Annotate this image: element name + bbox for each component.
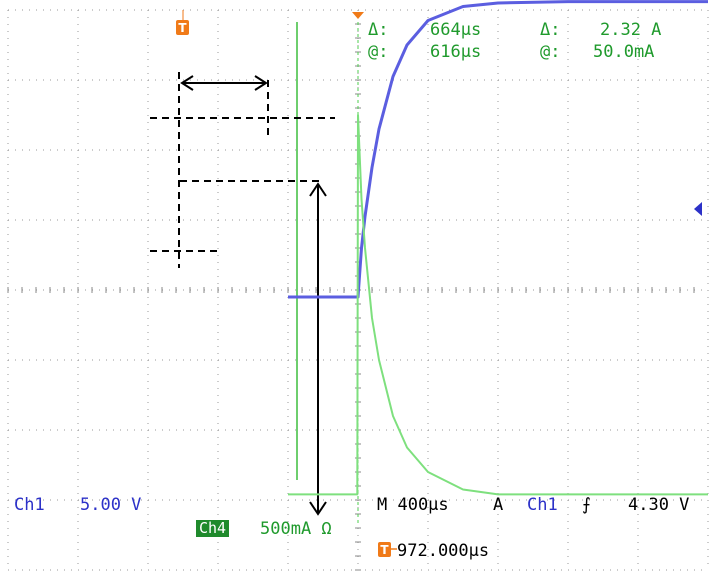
trigger-position-icon-label: T (380, 543, 389, 557)
annot-time-arrowhead-right (254, 75, 268, 91)
annot-amp-arrowhead-bottom (309, 501, 327, 516)
measurement-annotations (150, 72, 335, 516)
trigger-marker-label: T (178, 21, 187, 35)
ch4-label: Ch4 (196, 520, 230, 537)
ch4-scale: 500mA Ω (260, 519, 332, 539)
cursor-lines (296, 22, 359, 525)
trigger-marker-icon (176, 20, 189, 35)
cursor-top-caret-icon (352, 12, 364, 19)
markers: TT (176, 10, 702, 557)
trace-ch1 (288, 0, 708, 299)
timebase: M 400μs (377, 495, 449, 515)
trigger-level: 4.30 V (628, 495, 690, 515)
trigger-position-icon (378, 542, 391, 557)
annot-time-arrowhead-left (180, 75, 194, 91)
trigger-slope-icon: ⨍ (582, 495, 591, 515)
cursor-time-value: 616μs (430, 42, 482, 62)
trigger-source: Ch1 (527, 495, 558, 515)
cursor-current-value: 50.0mA (593, 42, 655, 62)
ch1-label: Ch1 (14, 495, 45, 515)
traces (288, 0, 708, 496)
trigger-position: 972.000μs (397, 541, 490, 561)
cursor-current-label: @: (540, 42, 561, 62)
cursor-time-label: @: (368, 42, 389, 62)
delta-current-label: Δ: (540, 20, 561, 40)
ch1-scale: 5.00 V (80, 495, 142, 515)
trigger-level-icon (694, 202, 702, 216)
delta-time-value: 664μs (430, 20, 482, 40)
trace-ch4 (288, 114, 708, 496)
delta-current-value: 2.32 A (600, 20, 662, 40)
delta-time-label: Δ: (368, 20, 389, 40)
annot-amp-arrowhead-top (309, 182, 327, 197)
trigger-mode: A (493, 495, 504, 515)
